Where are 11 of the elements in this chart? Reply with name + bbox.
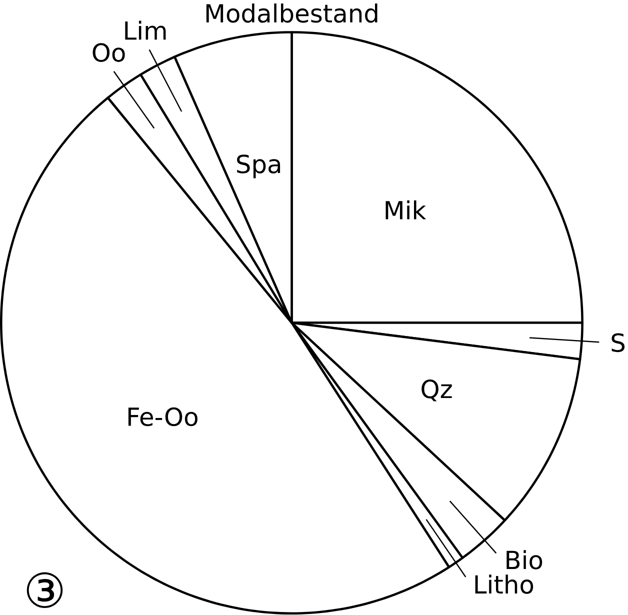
slice-label: Bio [506,550,542,570]
slice-label: Fe-Oo [128,408,198,426]
chart-title: Modalbestand [206,4,378,23]
slice-label: Oo [92,43,125,62]
slice-label: Mik [386,200,426,220]
slice-label: Litho [475,574,534,594]
text: ③ [26,572,63,608]
slice-label: Qz [422,380,452,402]
slice-label: Spa [237,154,280,178]
slice-label: Lim [125,20,166,40]
slice-label: S [612,333,625,352]
